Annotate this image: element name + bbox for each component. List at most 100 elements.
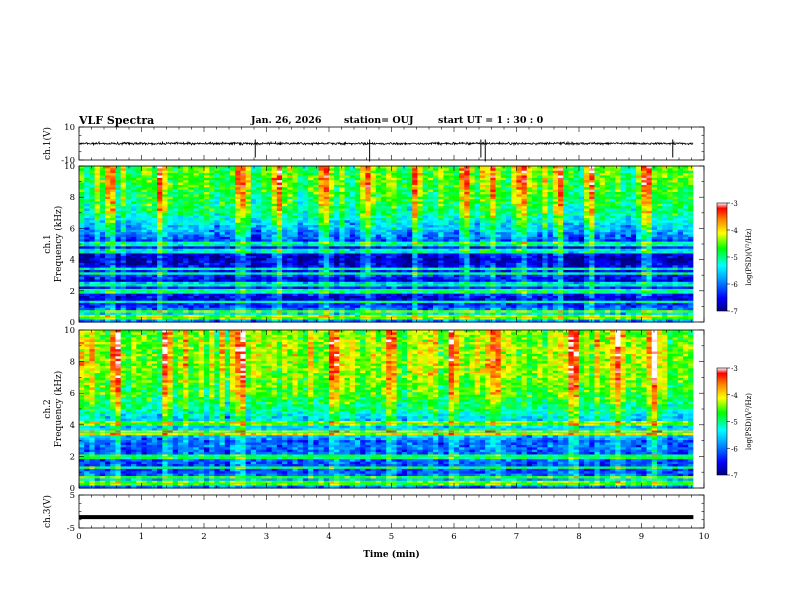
spectrogram-ch1-cell <box>412 232 419 236</box>
spectrogram-ch1-cell <box>120 194 127 198</box>
spectrogram-ch1-cell <box>558 206 564 210</box>
spectrogram-ch1-cell <box>344 177 351 181</box>
spectrogram-ch1-cell <box>401 168 408 172</box>
spectrogram-ch1-cell <box>167 258 174 262</box>
spectrogram-ch1-cell <box>438 201 445 205</box>
spectrogram-ch1-cell <box>584 184 590 188</box>
spectrogram-ch1-cell <box>110 173 117 177</box>
spectrogram-ch1-cell <box>433 201 439 205</box>
spectrogram-ch1-cell <box>433 173 439 177</box>
spectrogram-ch1-cell <box>625 175 632 179</box>
spectrogram-ch1-cell <box>563 180 570 184</box>
spectrogram-ch1-cell <box>183 175 189 179</box>
spectrogram-ch1-cell <box>292 220 299 224</box>
spectrogram-ch1-cell <box>443 236 450 240</box>
spectrogram-ch1-cell <box>146 182 153 186</box>
spectrogram-ch1-cell <box>308 232 314 236</box>
spectrogram-ch1-cell <box>495 232 502 236</box>
spectrogram-ch1-cell <box>287 218 294 221</box>
spectrogram-ch1-cell <box>505 215 512 219</box>
spectrogram-ch1-cell <box>464 173 471 177</box>
spectrogram-ch1-cell <box>235 184 242 188</box>
spectrogram-ch1-cell <box>500 170 507 174</box>
spectrogram-ch1-cell <box>151 236 158 240</box>
spectrogram-ch1-cell <box>412 199 419 203</box>
spectrogram-ch1-cell <box>193 213 200 217</box>
spectrogram-ch1-cell <box>427 170 434 174</box>
spectrogram-ch1-cell <box>584 182 590 186</box>
spectrogram-ch1-cell <box>386 189 392 193</box>
spectrogram-ch1-cell <box>99 182 106 186</box>
spectrogram-ch1-cell <box>183 232 189 236</box>
spectrogram-ch1-cell <box>573 258 580 262</box>
spectrogram-ch1-cell <box>578 177 585 181</box>
spectrogram-ch1-cell <box>209 260 215 264</box>
spectrogram-ch1-cell <box>453 251 460 255</box>
spectrogram-ch1-cell <box>401 199 408 203</box>
spectrogram-ch1-cell <box>391 182 398 186</box>
spectrogram-ch1-cell <box>84 213 91 217</box>
spectrogram-ch1-cell <box>396 203 403 207</box>
spectrogram-ch1-cell <box>323 206 330 210</box>
spectrogram-ch1-cell <box>630 241 637 245</box>
spectrogram-ch1-cell <box>688 222 694 226</box>
spectrogram-ch1-cell <box>459 225 465 229</box>
spectrogram-ch1-cell <box>188 180 195 184</box>
spectrogram-ch1-cell <box>146 248 153 252</box>
spectrogram-ch1-cell <box>328 180 335 184</box>
spectrogram-ch1-cell <box>558 215 564 219</box>
spectrogram-ch1-cell <box>401 220 408 224</box>
spectrogram-ch1-cell <box>427 203 434 207</box>
spectrogram-ch1-cell <box>229 180 236 184</box>
spectrogram-ch1-cell <box>198 255 205 259</box>
spectrogram-ch1-cell <box>542 199 549 203</box>
spectrogram-ch1-cell <box>594 213 601 217</box>
spectrogram-ch1-cell <box>172 170 179 174</box>
spectrogram-ch1-cell <box>94 208 101 212</box>
spectrogram-ch1-cell <box>308 248 314 252</box>
spectrogram-ch1-cell <box>193 260 200 264</box>
spectrogram-ch1-cell <box>141 225 148 229</box>
spectrogram-ch1-cell <box>505 260 512 264</box>
spectrogram-ch1-cell <box>115 248 122 252</box>
spectrogram-ch1-cell <box>407 189 413 193</box>
spectrogram-ch1-cell <box>229 194 236 198</box>
spectrogram-ch1-cell <box>79 203 85 207</box>
spectrogram-ch1-cell <box>401 262 408 266</box>
spectrogram-ch1-cell <box>427 262 434 266</box>
spectrogram-ch1-cell <box>495 244 502 247</box>
spectrogram-ch1-cell <box>110 222 117 226</box>
spectrogram-ch1-cell <box>448 168 455 172</box>
spectrogram-ch1-cell <box>271 246 278 250</box>
spectrogram-ch1-cell <box>151 192 158 195</box>
spectrogram-ch1-cell <box>448 182 455 186</box>
spectrogram-ch1-cell <box>131 262 137 266</box>
spectrogram-ch1-cell <box>417 241 424 245</box>
spectrogram-ch1-cell <box>297 246 304 250</box>
spectrogram-ch1-cell <box>526 177 533 181</box>
spectrogram-ch1-cell <box>219 234 226 238</box>
spectrogram-ch1-cell <box>552 189 559 193</box>
spectrogram-ch1-cell <box>339 229 346 233</box>
spectrogram-ch1-cell <box>146 166 153 169</box>
spectrogram-ch1-cell <box>375 199 382 203</box>
spectrogram-ch1-cell <box>302 241 309 245</box>
spectrogram-ch1-cell <box>386 244 392 247</box>
spectrogram-ch1-cell <box>495 177 502 181</box>
spectrogram-ch1-cell <box>256 196 262 200</box>
spectrogram-ch1-cell <box>219 192 226 195</box>
spectrogram-ch1-cell <box>271 255 278 259</box>
spectrogram-ch1-cell <box>370 199 377 203</box>
spectrogram-ch1-cell <box>688 260 694 264</box>
spectrogram-ch1-cell <box>203 241 210 245</box>
spectrogram-ch1-cell <box>89 196 96 200</box>
spectrogram-ch1-cell <box>636 236 642 240</box>
spectrogram-ch1-cell <box>646 262 653 266</box>
spectrogram-ch1-cell <box>547 168 554 172</box>
spectrogram-ch1-cell <box>599 201 606 205</box>
spectrogram-ch1-cell <box>615 241 622 245</box>
spectrogram-ch1-cell <box>188 262 195 266</box>
spectrogram-ch1-cell <box>354 253 361 257</box>
spectrogram-ch1-cell <box>115 227 122 231</box>
spectrogram-ch1-cell <box>516 201 523 205</box>
